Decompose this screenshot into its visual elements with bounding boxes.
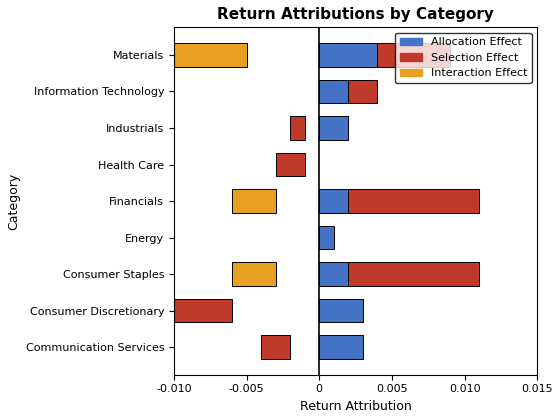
Bar xyxy=(276,152,305,176)
Bar xyxy=(319,335,363,359)
Bar xyxy=(319,189,348,213)
Bar xyxy=(319,80,348,103)
Bar xyxy=(348,80,377,103)
Bar xyxy=(145,299,232,323)
Bar xyxy=(261,335,290,359)
Bar xyxy=(319,262,348,286)
Bar xyxy=(377,43,450,67)
Bar xyxy=(348,262,479,286)
Y-axis label: Category: Category xyxy=(7,172,20,230)
Bar xyxy=(319,299,363,323)
Bar xyxy=(290,116,305,140)
Bar xyxy=(174,43,246,67)
Bar xyxy=(232,262,276,286)
Bar xyxy=(232,189,276,213)
Bar xyxy=(290,152,305,176)
Legend: Allocation Effect, Selection Effect, Interaction Effect: Allocation Effect, Selection Effect, Int… xyxy=(395,33,531,83)
Bar xyxy=(348,189,479,213)
Bar xyxy=(319,43,377,67)
X-axis label: Return Attribution: Return Attribution xyxy=(300,400,412,413)
Bar xyxy=(319,116,348,140)
Bar xyxy=(319,226,334,249)
Bar xyxy=(174,299,203,323)
Title: Return Attributions by Category: Return Attributions by Category xyxy=(217,7,494,22)
